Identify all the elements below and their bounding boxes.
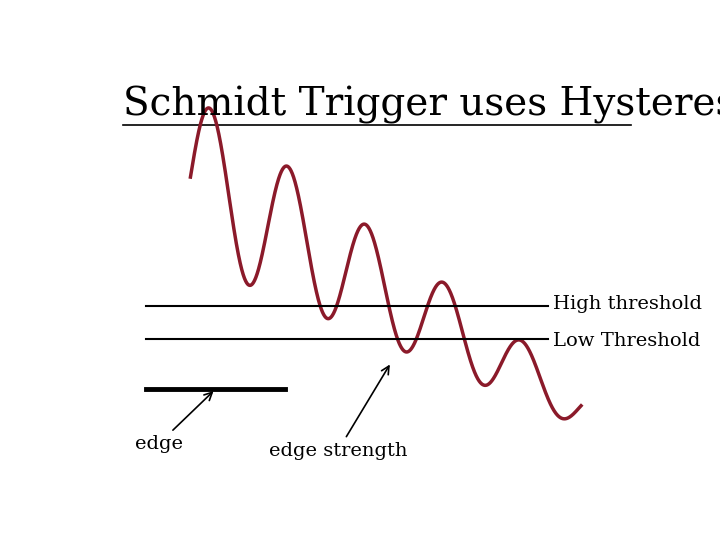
Text: edge: edge [135, 393, 212, 453]
Text: High threshold: High threshold [553, 295, 702, 313]
Text: Schmidt Trigger uses Hysteresis: Schmidt Trigger uses Hysteresis [124, 85, 720, 124]
Text: Low Threshold: Low Threshold [553, 332, 701, 350]
Text: edge strength: edge strength [269, 366, 407, 460]
